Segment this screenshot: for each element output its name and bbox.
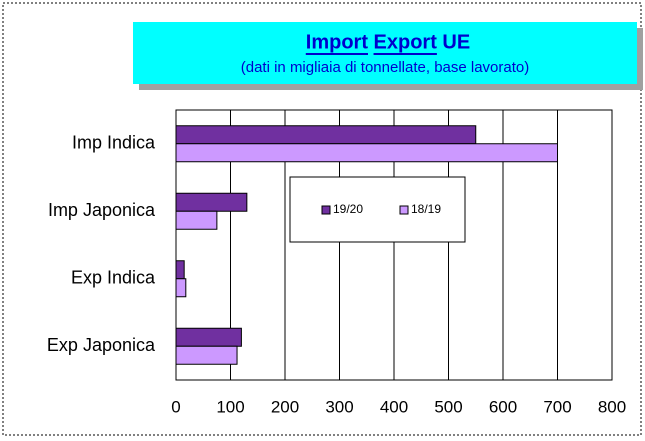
bar (175, 192, 248, 212)
bar (175, 327, 242, 347)
bar (175, 345, 238, 365)
legend (289, 176, 466, 243)
x-tick-label: 0 (171, 397, 180, 416)
x-tick-label: 800 (598, 397, 626, 416)
legend-swatch (321, 205, 331, 215)
bar (175, 278, 187, 298)
x-tick-label: 300 (325, 397, 353, 416)
y-tick-label: Imp Indica (72, 133, 156, 153)
bar (175, 125, 477, 145)
x-tick-label: 100 (216, 397, 244, 416)
x-tick-label: 500 (434, 397, 462, 416)
legend-swatch (399, 205, 409, 215)
y-tick-label: Exp Indica (71, 268, 156, 288)
chart-title: Import Export UE (306, 31, 470, 53)
chart-subtitle: (dati in migliaia di tonnellate, base la… (241, 59, 530, 76)
x-tick-label: 700 (543, 397, 571, 416)
frame (2, 2, 642, 436)
y-tick-label: Exp Japonica (47, 335, 156, 355)
x-tick-label: 200 (271, 397, 299, 416)
bar (175, 260, 185, 280)
legend-label: 19/20 (333, 202, 363, 216)
x-tick-label: 400 (380, 397, 408, 416)
x-tick-label: 600 (489, 397, 517, 416)
bar (175, 143, 558, 163)
bar (175, 210, 218, 230)
legend-label: 18/19 (411, 202, 441, 216)
y-tick-label: Imp Japonica (48, 200, 156, 220)
